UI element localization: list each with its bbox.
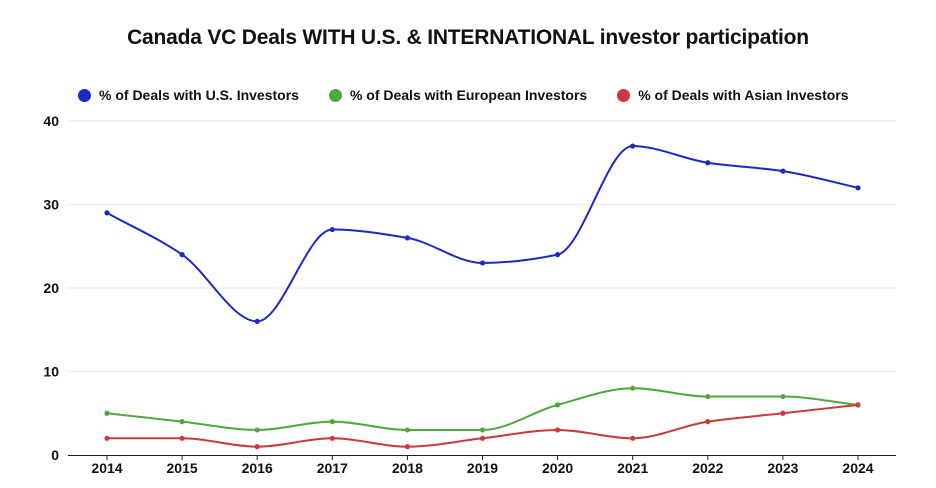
legend-item-asian[interactable]: % of Deals with Asian Investors <box>617 87 849 103</box>
data-point-us-2021 <box>630 143 636 149</box>
y-tick-label-20: 20 <box>43 280 59 296</box>
legend-label-asian: % of Deals with Asian Investors <box>638 87 849 103</box>
data-point-asian-2020 <box>555 427 561 433</box>
data-point-asian-2017 <box>329 435 335 441</box>
legend-marker-asian <box>617 88 631 102</box>
x-tick-label-2016: 2016 <box>242 460 273 476</box>
data-point-european-2017 <box>329 419 335 425</box>
data-point-us-2017 <box>329 226 335 233</box>
data-point-us-2023 <box>780 168 786 174</box>
data-point-asian-2016 <box>254 444 260 450</box>
x-tick-label-2023: 2023 <box>767 460 798 476</box>
data-point-us-2018 <box>404 235 410 241</box>
x-tick-label-2020: 2020 <box>542 460 573 476</box>
x-tick-label-2021: 2021 <box>617 460 648 476</box>
data-point-us-2016 <box>254 318 260 324</box>
data-point-european-2020 <box>555 402 561 408</box>
data-point-asian-2024 <box>855 402 861 408</box>
data-point-european-2014 <box>104 410 110 416</box>
x-tick-label-2024: 2024 <box>842 460 873 476</box>
data-point-european-2019 <box>479 427 486 433</box>
data-point-us-2014 <box>104 210 110 216</box>
data-point-asian-2014 <box>104 435 110 441</box>
data-point-european-2022 <box>705 393 711 400</box>
legend-marker-us <box>78 88 91 102</box>
data-point-european-2015 <box>179 419 185 425</box>
legend-item-us[interactable]: % of Deals with U.S. Investors <box>78 87 299 103</box>
data-point-european-2023 <box>780 393 786 400</box>
data-point-us-2024 <box>855 185 861 191</box>
series-line-us <box>106 145 859 323</box>
x-tick-label-2017: 2017 <box>317 460 348 476</box>
data-point-asian-2021 <box>630 435 636 441</box>
y-tick-label-0: 0 <box>51 447 59 463</box>
data-point-asian-2022 <box>705 419 711 425</box>
x-tick-label-2015: 2015 <box>167 460 198 476</box>
chart-title: Canada VC Deals WITH U.S. & INTERNATIONA… <box>127 26 809 49</box>
y-tick-label-10: 10 <box>43 364 59 380</box>
y-tick-label-40: 40 <box>43 113 59 129</box>
data-point-us-2015 <box>179 252 185 258</box>
data-point-asian-2015 <box>179 435 185 441</box>
data-point-european-2016 <box>254 427 260 433</box>
x-tick-label-2019: 2019 <box>467 460 498 476</box>
data-point-european-2018 <box>404 427 410 433</box>
data-point-us-2022 <box>705 160 711 166</box>
legend-label-european: % of Deals with European Investors <box>349 87 588 103</box>
data-point-us-2019 <box>479 260 486 266</box>
y-tick-label-30: 30 <box>43 197 59 213</box>
legend-label-us: % of Deals with U.S. Investors <box>99 87 299 103</box>
legend: % of Deals with U.S. Investors % of Deal… <box>78 84 879 106</box>
x-tick-label-2022: 2022 <box>692 460 723 476</box>
data-point-european-2021 <box>630 385 636 391</box>
data-point-us-2020 <box>555 252 561 258</box>
data-point-asian-2023 <box>780 410 786 416</box>
series-line-european <box>106 387 859 431</box>
data-point-asian-2018 <box>404 444 410 450</box>
legend-marker-european <box>328 88 342 102</box>
legend-item-european[interactable]: % of Deals with European Investors <box>328 87 588 103</box>
data-point-asian-2019 <box>479 435 486 441</box>
x-tick-label-2014: 2014 <box>91 460 122 476</box>
x-tick-label-2018: 2018 <box>392 460 423 476</box>
